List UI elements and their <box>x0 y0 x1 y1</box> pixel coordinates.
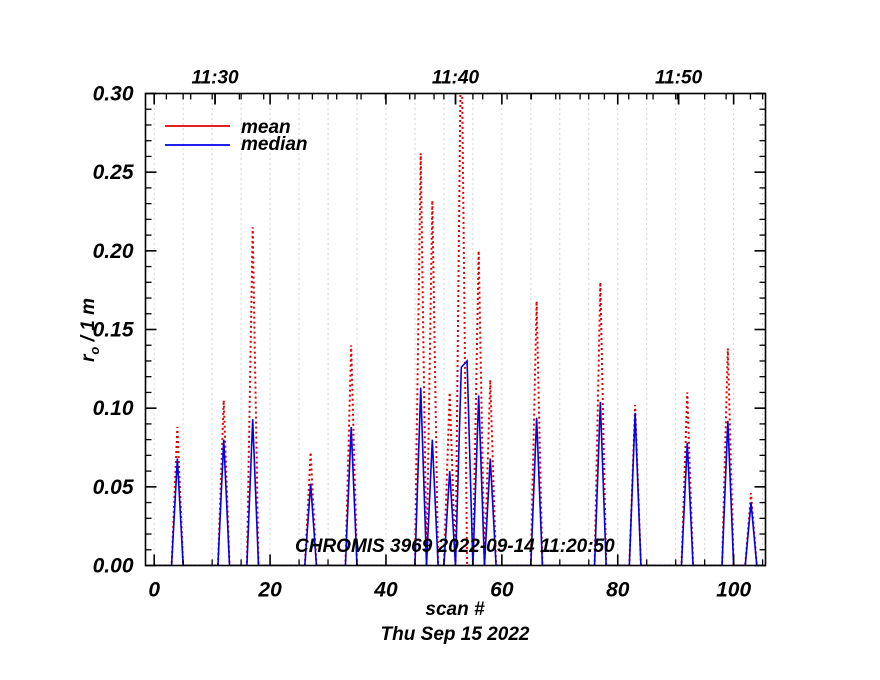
top-tick-label: 11:40 <box>432 68 480 89</box>
y-axis-ticks <box>145 92 157 567</box>
y-tick-label: 0.10 <box>93 397 134 420</box>
y-tick-label: 0.15 <box>93 319 134 342</box>
data-series-layer <box>154 93 758 566</box>
x-axis-title: scan # <box>425 599 485 620</box>
legend-label-mean: mean <box>241 117 291 138</box>
y-axis-title: ro / 1 m <box>78 298 102 362</box>
right-axis-ticks <box>754 92 766 567</box>
series-line-median <box>154 358 758 566</box>
x-tick-label: 100 <box>716 579 751 602</box>
y-tick-label: 0.30 <box>93 83 134 106</box>
figure-footer-date: Thu Sep 15 2022 <box>381 624 530 645</box>
x-tick-label: 0 <box>148 579 160 602</box>
y-axis-title-subscript: o <box>87 347 102 355</box>
x-tick-label: 20 <box>257 579 282 602</box>
top-axis-tick-labels: 11:30 11:40 11:50 <box>191 68 702 89</box>
y-axis-title-rest: / 1 m <box>78 298 99 347</box>
y-tick-label: 0.00 <box>93 555 134 578</box>
legend: mean median <box>165 117 308 155</box>
y-axis-tick-labels: 0.00 0.05 0.10 0.15 0.20 0.25 0.30 <box>93 83 134 578</box>
y-tick-label: 0.20 <box>93 240 134 263</box>
y-tick-label: 0.25 <box>93 161 134 184</box>
x-tick-label: 80 <box>606 579 630 602</box>
x-axis-tick-labels: 0 20 40 60 80 100 <box>148 579 751 602</box>
top-axis-ticks <box>165 93 752 105</box>
plot-annotation: CHROMIS 3969 2022-09-14 11:20:50 <box>295 536 615 557</box>
legend-label-median: median <box>241 134 308 155</box>
y-tick-label: 0.05 <box>93 476 134 499</box>
y-axis-title-symbol: r <box>78 353 99 362</box>
top-tick-label: 11:30 <box>191 68 239 89</box>
top-tick-label: 11:50 <box>655 68 703 89</box>
x-tick-label: 60 <box>490 579 514 602</box>
svg-text:ro / 1 m: ro / 1 m <box>78 298 102 362</box>
x-tick-label: 40 <box>373 579 398 602</box>
